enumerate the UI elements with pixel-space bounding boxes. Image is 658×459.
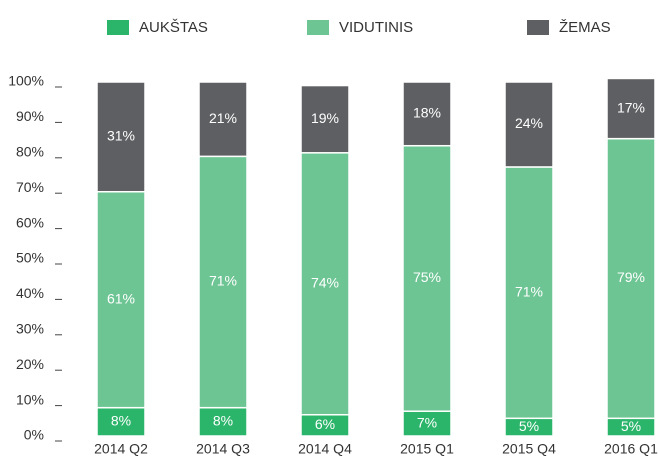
bar-segment bbox=[606, 137, 656, 420]
x-tick-label: 2014 Q2 bbox=[94, 441, 148, 457]
bar-segment bbox=[402, 81, 452, 147]
value-label: 18% bbox=[413, 105, 441, 121]
value-label: 7% bbox=[417, 414, 437, 430]
bar-segment bbox=[198, 155, 248, 409]
bar-segment bbox=[402, 144, 452, 412]
bar-segment bbox=[300, 84, 350, 154]
y-tick-label: 0% bbox=[24, 427, 44, 443]
value-label: 8% bbox=[213, 413, 233, 429]
bar-segment bbox=[96, 190, 146, 409]
value-label: 21% bbox=[209, 110, 237, 126]
bar-segment bbox=[96, 81, 146, 193]
value-label: 17% bbox=[617, 99, 645, 115]
x-tick-label: 2015 Q1 bbox=[400, 441, 454, 457]
y-tick-label: 70% bbox=[16, 179, 44, 195]
x-tick-label: 2014 Q4 bbox=[298, 441, 352, 457]
value-label: 31% bbox=[107, 128, 135, 144]
legend-label: AUKŠTAS bbox=[139, 19, 208, 36]
bar-segment bbox=[606, 77, 656, 140]
bar-segment bbox=[96, 406, 146, 437]
x-tick-label: 2015 Q4 bbox=[502, 441, 556, 457]
y-tick-label: 40% bbox=[16, 285, 44, 301]
x-tick-label: 2014 Q3 bbox=[196, 441, 250, 457]
bar-segment bbox=[504, 81, 554, 168]
value-label: 75% bbox=[413, 269, 441, 285]
bar-segment bbox=[504, 166, 554, 420]
value-label: 5% bbox=[519, 418, 539, 434]
bar-segment bbox=[300, 152, 350, 416]
x-tick-label: 2016 Q1 bbox=[604, 441, 658, 457]
y-tick-label: 60% bbox=[16, 214, 44, 230]
y-tick-label: 80% bbox=[16, 144, 44, 160]
y-tick-label: 20% bbox=[16, 356, 44, 372]
value-label: 5% bbox=[621, 418, 641, 434]
value-label: 61% bbox=[107, 290, 135, 306]
y-tick-label: 30% bbox=[16, 321, 44, 337]
value-label: 19% bbox=[311, 110, 339, 126]
y-tick-label: 50% bbox=[16, 250, 44, 266]
legend-swatch bbox=[107, 20, 129, 35]
legend-label: VIDUTINIS bbox=[339, 19, 413, 36]
legend-label: ŽEMAS bbox=[559, 19, 611, 36]
value-label: 24% bbox=[515, 115, 543, 131]
value-label: 71% bbox=[515, 283, 543, 299]
bar-segment bbox=[402, 410, 452, 437]
value-label: 71% bbox=[209, 273, 237, 289]
value-label: 79% bbox=[617, 269, 645, 285]
legend-swatch bbox=[527, 20, 549, 35]
bar-segment bbox=[198, 406, 248, 437]
y-tick-label: 10% bbox=[16, 391, 44, 407]
value-label: 74% bbox=[311, 274, 339, 290]
value-label: 8% bbox=[111, 413, 131, 429]
legend-swatch bbox=[307, 20, 329, 35]
y-tick-label: 90% bbox=[16, 108, 44, 124]
value-label: 6% bbox=[315, 416, 335, 432]
y-tick-label: 100% bbox=[8, 73, 44, 89]
bar-segment bbox=[198, 81, 248, 158]
